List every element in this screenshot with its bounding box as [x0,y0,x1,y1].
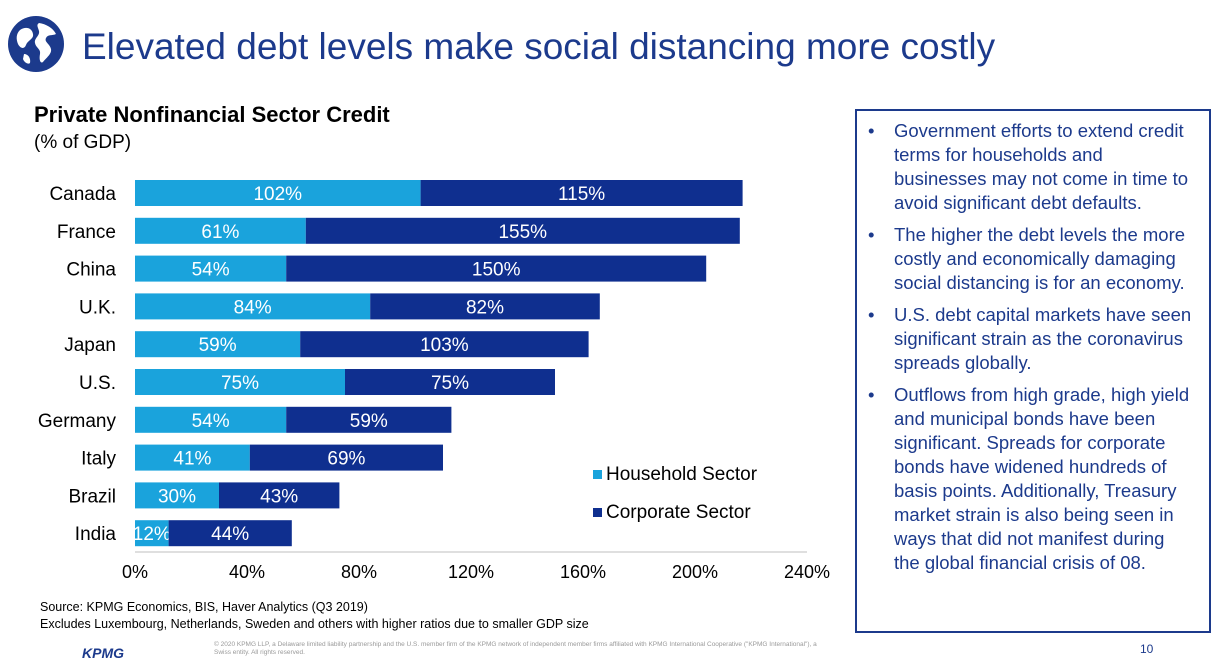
corporate-bar [300,331,589,358]
corporate-data-label: 59% [350,411,388,432]
legend-swatch [593,470,602,479]
x-tick-label: 120% [448,562,494,582]
household-bar [135,217,306,244]
corporate-data-label: 150% [472,260,521,281]
bullet-text: Outflows from high grade, high yield and… [894,384,1190,573]
household-bar [135,406,287,433]
corporate-bar [286,255,707,282]
bullet-dot: • [868,384,875,405]
household-data-label: 84% [234,297,272,318]
household-data-label: 12% [133,524,171,545]
bullet-dot: • [868,224,875,245]
corporate-bar [168,520,292,547]
x-tick-label: 0% [122,562,148,582]
category-label: India [75,524,117,545]
bullet-list: • Government efforts to extend credit te… [865,119,1195,575]
x-tick-label: 160% [560,562,606,582]
corporate-data-label: 44% [211,524,249,545]
corporate-bar [249,444,443,471]
bullet-text: The higher the debt levels the more cost… [894,224,1186,293]
household-data-label: 30% [158,486,196,507]
bullet-item: • The higher the debt levels the more co… [865,223,1195,295]
chart-title: Private Nonfinancial Sector Credit [34,102,390,127]
page-number: 10 [1140,642,1154,656]
commentary-panel: • Government efforts to extend credit te… [855,109,1211,633]
globe-icon [8,16,64,72]
household-data-label: 61% [201,222,239,243]
household-data-label: 54% [192,260,230,281]
household-bar [135,331,301,358]
corporate-data-label: 155% [498,222,547,243]
bullet-text: U.S. debt capital markets have seen sign… [894,304,1192,373]
corporate-data-label: 75% [431,373,469,394]
category-label: China [66,260,116,281]
corporate-bar [219,482,340,509]
household-bar [135,180,421,206]
kpmg-logo: KPMG [82,645,124,661]
legal-notice: © 2020 KPMG LLP, a Delaware limited liab… [214,641,817,656]
source-line: Source: KPMG Economics, BIS, Haver Analy… [40,600,368,614]
corporate-data-label: 69% [327,449,365,470]
stacked-bar-chart: Canada 102% 115% France 61% 155% China 54% 150% U… [38,180,830,582]
slide-title: Elevated debt levels make social distanc… [82,26,996,67]
category-label: France [57,222,116,243]
category-label: Brazil [68,486,116,507]
corporate-bar [305,217,740,244]
corporate-data-label: 115% [558,184,605,205]
category-label: U.S. [79,373,116,394]
legend-label: Corporate Sector [606,502,751,523]
category-label: Canada [49,184,116,205]
x-tick-label: 240% [784,562,830,582]
household-bar [135,293,371,320]
bullet-text: Government efforts to extend credit term… [894,120,1189,213]
bullet-dot: • [868,304,875,325]
corporate-data-label: 82% [466,297,504,318]
category-label: Japan [64,335,116,356]
corporate-data-label: 43% [260,486,298,507]
household-data-label: 102% [253,184,302,205]
corporate-bar [370,293,600,320]
corporate-data-label: 103% [420,335,469,356]
x-tick-label: 80% [341,562,377,582]
x-tick-label: 200% [672,562,718,582]
household-bar [135,255,287,282]
corporate-bar [345,369,555,395]
source-note: Source: KPMG Economics, BIS, Haver Analy… [40,599,589,633]
household-data-label: 75% [221,373,259,394]
category-label: Germany [38,411,117,432]
household-bar [135,444,250,471]
legend-label: Household Sector [606,464,758,485]
bullet-item: • U.S. debt capital markets have seen si… [865,303,1195,375]
household-data-label: 59% [199,335,237,356]
exclusion-note: Excludes Luxembourg, Netherlands, Sweden… [40,617,589,631]
bullet-dot: • [868,120,875,141]
household-bar [135,482,219,509]
household-data-label: 41% [173,449,211,470]
household-data-label: 54% [192,411,230,432]
chart-subtitle: (% of GDP) [34,132,132,153]
category-label: U.K. [79,297,116,318]
corporate-bar [286,406,452,433]
bullet-item: • Outflows from high grade, high yield a… [865,383,1195,575]
bullet-item: • Government efforts to extend credit te… [865,119,1195,215]
legend-swatch [593,508,602,517]
household-bar [135,520,169,547]
household-bar [135,369,345,395]
x-tick-label: 40% [229,562,265,582]
category-label: Italy [81,449,116,470]
corporate-bar [420,180,743,206]
